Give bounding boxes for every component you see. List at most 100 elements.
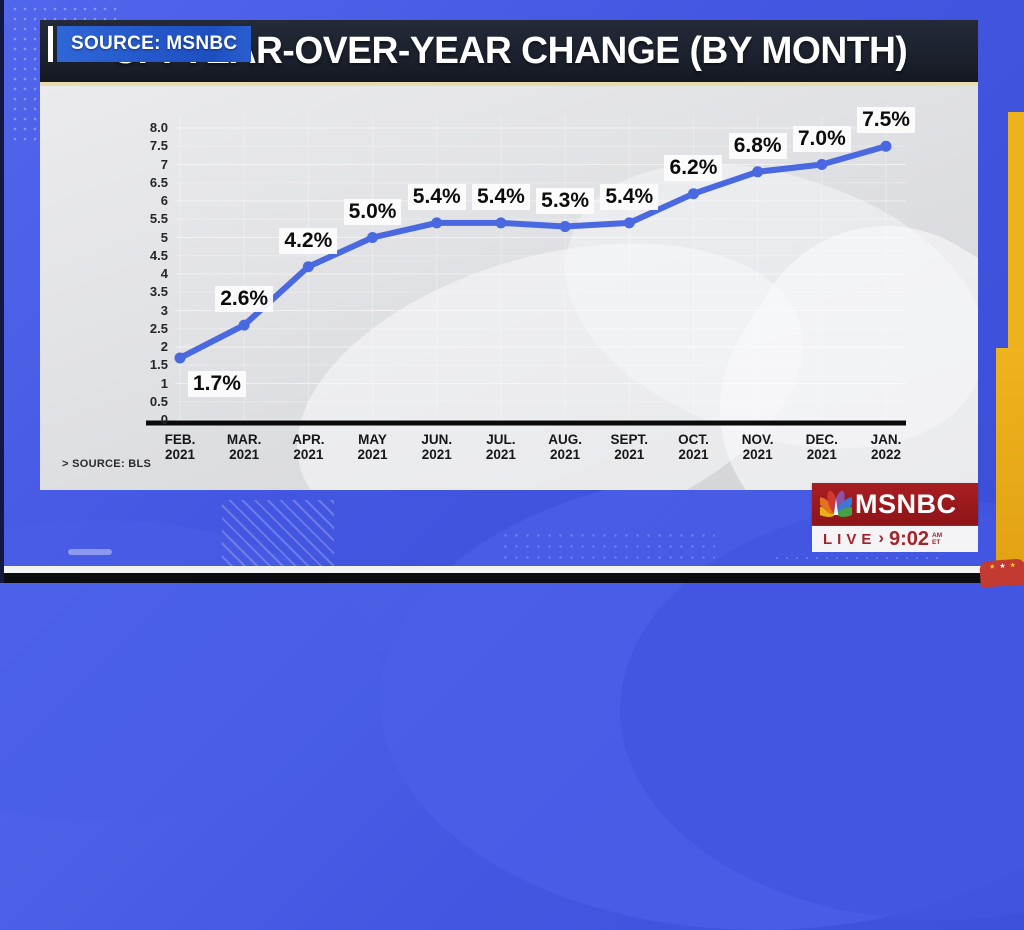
x-tick-year: 2021 [229,447,260,462]
x-tick-label: APR. 2021 [292,432,324,462]
x-tick-year: 2021 [742,447,773,462]
y-tick-label: 5 [160,229,168,245]
stars-corner-graphic: ★ ★ ★ [979,558,1024,588]
x-tick-month: JAN. [870,432,902,447]
x-tick-label: JAN. 2022 [871,432,902,462]
x-tick-year: 2021 [806,447,837,462]
x-tick-label: OCT. 2021 [678,432,709,462]
value-label: 2.6% [215,286,274,313]
y-tick-label: 1 [160,375,168,391]
y-tick-label: 3 [160,302,168,318]
x-tick-year: 2021 [550,447,581,462]
data-point [559,221,571,233]
line-chart [146,116,906,426]
timezone-label: ET [932,539,941,546]
x-tick-label: JUN. 2021 [421,432,452,462]
x-tick-month: APR. [292,432,325,447]
y-tick-label: 0.5 [149,393,168,409]
chart-panel: 8.0 7.5 7 6.5 6 5.5 5 4.5 4 3.5 3 2.5 2 1.5 1 0.5 0 FEB.… [40,86,978,490]
source-note: > SOURCE: BLS [62,458,152,470]
x-tick-month: OCT. [678,432,709,447]
data-point [623,217,635,229]
x-tick-year: 2021 [164,447,196,462]
y-tick-label: 6 [160,193,168,208]
chevron-right-icon: › [878,528,885,547]
star-icon: ★ [999,562,1006,571]
x-tick-month: JUL. [486,432,516,447]
x-tick-year: 2021 [485,447,516,462]
banner-underline [40,82,978,86]
y-tick-label: 1.5 [149,357,168,373]
data-point [816,159,828,170]
y-tick-label: 5.5 [149,211,168,227]
x-tick-month: MAR. [226,432,262,447]
value-label: 6.2% [664,154,723,181]
data-point [495,217,507,229]
x-tick-year: 2021 [357,447,388,462]
source-badge: SOURCE: MSNBC [57,26,252,62]
y-tick-label: 4.5 [149,247,168,263]
value-label: 5.4% [600,183,659,210]
clock-time: 9:02 [889,527,930,550]
star-icon: ★ [988,563,996,571]
x-tick-label: MAY 2021 [358,432,388,462]
value-label: 5.4% [407,183,466,210]
value-label: 7.5% [857,107,915,134]
y-tick-label: 2 [160,339,168,354]
data-point [687,188,699,200]
x-tick-label: SEPT. 2021 [611,432,649,462]
value-label: 6.8% [728,132,787,159]
y-tick-label: 6.5 [149,174,168,190]
x-tick-label: JUL. 2021 [486,432,516,462]
bottom-black-bar [0,573,1024,583]
data-point [174,352,186,364]
x-tick-year: 2021 [421,447,452,462]
data-point [752,166,764,178]
x-tick-month: JUN. [421,432,453,447]
x-tick-label: DEC. 2021 [806,432,838,462]
cpi-series-line [177,143,889,361]
source-badge-bar [48,26,53,62]
x-tick-year: 2021 [614,447,645,462]
y-tick-label: 2.5 [149,320,168,336]
data-point [431,217,443,229]
data-point [880,140,892,152]
y-tick-label: 8.0 [149,120,168,135]
network-logo-box: MSNBC [812,483,978,525]
live-time-box: LIVE › 9:02 AM ET [812,526,978,552]
x-tick-label: FEB. 2021 [165,432,196,462]
data-point [367,232,379,243]
x-tick-label: MAR. 2021 [227,432,262,462]
value-label: 5.3% [536,187,595,214]
y-tick-label: 7.5 [149,138,168,154]
source-badge-label: SOURCE: MSNBC [71,33,238,54]
bottom-white-bar [0,566,1024,573]
x-tick-month: MAY [358,432,387,447]
meridiem-label: AM [932,532,943,539]
x-tick-month: FEB. [164,432,196,447]
x-tick-year: 2021 [678,447,709,462]
value-label: 1.7% [188,370,246,397]
network-bug: MSNBC LIVE › 9:02 AM ET [812,483,978,552]
value-label: 5.4% [471,183,530,210]
y-tick-label: 7 [160,156,168,172]
x-tick-month: DEC. [805,432,838,447]
y-tick-label: 0 [160,412,168,427]
x-tick-label: AUG. 2021 [548,432,582,462]
dot-pattern-bottom [500,530,715,572]
x-tick-year: 2021 [293,447,324,462]
data-point [302,261,314,273]
peacock-icon [820,490,852,517]
yellow-side-strip-lower [996,348,1024,583]
dash-accent [68,549,112,555]
y-tick-label: 3.5 [149,284,168,300]
x-tick-month: SEPT. [610,432,649,447]
x-tick-month: NOV. [741,432,774,447]
x-tick-label: NOV. 2021 [742,432,774,462]
value-label: 5.0% [343,198,402,225]
star-icon: ★ [1009,562,1017,570]
y-tick-label: 4 [160,266,168,281]
data-point [238,319,250,331]
yellow-side-strip [1008,112,1024,348]
